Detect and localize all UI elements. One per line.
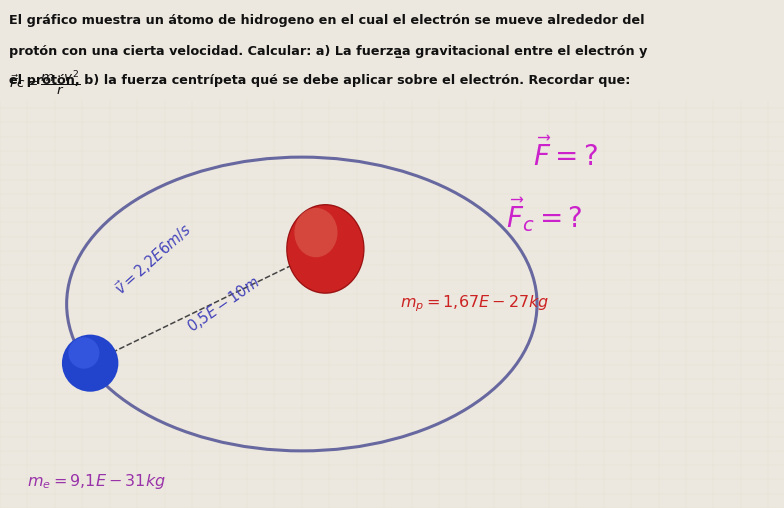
Ellipse shape [286, 204, 365, 294]
Ellipse shape [287, 205, 363, 293]
Text: El gráfico muestra un átomo de hidrogeno en el cual el electrón se mueve alreded: El gráfico muestra un átomo de hidrogeno… [9, 14, 645, 27]
Text: protón con una cierta velocidad. Calcular: a) La fuerza̲a gravitacional entre el: protón con una cierta velocidad. Calcula… [9, 45, 648, 58]
Text: $\vec{v} = 2{,}2E6m/s$: $\vec{v} = 2{,}2E6m/s$ [111, 219, 195, 299]
Ellipse shape [68, 337, 100, 369]
Ellipse shape [294, 208, 337, 257]
Text: $m_p = 1{,}67E - 27kg$: $m_p = 1{,}67E - 27kg$ [400, 294, 549, 314]
Text: $\vec{F} = ?$: $\vec{F} = ?$ [533, 138, 598, 172]
Ellipse shape [62, 335, 118, 392]
Text: $\vec{F}c = \dfrac{m \cdot v^2}{r}$: $\vec{F}c = \dfrac{m \cdot v^2}{r}$ [9, 68, 81, 97]
Text: $0{,}5E - 10m$: $0{,}5E - 10m$ [183, 272, 263, 336]
Text: el protón, b) la fuerza centrípeta qué se debe aplicar sobre el electrón. Record: el protón, b) la fuerza centrípeta qué s… [9, 74, 631, 87]
Text: $m_e = 9{,}1E - 31kg$: $m_e = 9{,}1E - 31kg$ [27, 472, 166, 491]
Text: $\vec{F}_c = ?$: $\vec{F}_c = ?$ [506, 195, 583, 234]
